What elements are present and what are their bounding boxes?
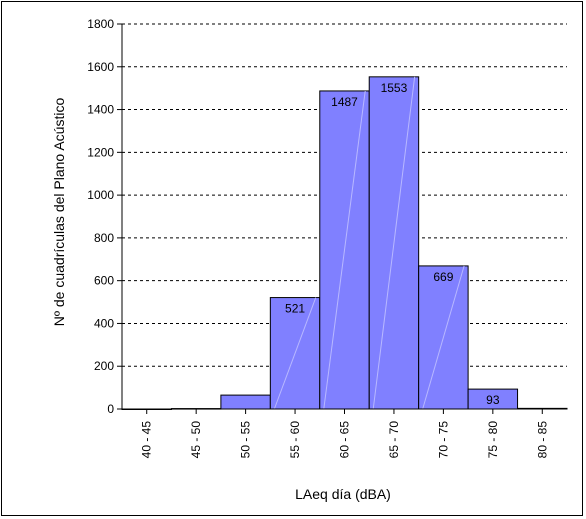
x-tick-label: 70 - 75 bbox=[436, 421, 450, 459]
data-label: 93 bbox=[486, 393, 500, 407]
data-label: 521 bbox=[285, 302, 305, 316]
y-tick-label: 1600 bbox=[87, 60, 114, 74]
y-tick-label: 600 bbox=[94, 274, 114, 288]
data-label: 669 bbox=[433, 270, 453, 284]
axes bbox=[117, 23, 567, 414]
bar-highlight bbox=[372, 76, 416, 410]
x-tick-label: 50 - 55 bbox=[239, 421, 253, 459]
bar-highlight bbox=[273, 297, 317, 410]
y-tick-label: 200 bbox=[94, 359, 114, 373]
data-labels: 521 1487 1553 669 93 bbox=[285, 81, 500, 407]
x-tick-label: 45 - 50 bbox=[189, 421, 203, 459]
bar-highlight bbox=[323, 90, 366, 410]
data-label: 1487 bbox=[331, 95, 358, 109]
x-tick-label: 60 - 65 bbox=[338, 421, 352, 459]
y-tick-label: 800 bbox=[94, 231, 114, 245]
y-tick-label: 1200 bbox=[87, 145, 114, 159]
bar bbox=[220, 394, 271, 410]
x-tick-label: 55 - 60 bbox=[288, 421, 302, 459]
x-tick-label: 80 - 85 bbox=[535, 421, 549, 459]
y-tick-label: 1800 bbox=[87, 17, 114, 31]
x-tick-label: 65 - 70 bbox=[387, 421, 401, 459]
y-tick-label: 0 bbox=[107, 402, 114, 416]
x-axis-title: LAeq día (dBA) bbox=[295, 486, 391, 502]
x-tick-label: 75 - 80 bbox=[486, 421, 500, 459]
x-tick-labels: 40 - 45 45 - 50 50 - 55 55 - 60 60 - 65 65 - … bbox=[140, 421, 550, 459]
y-tick-label: 1000 bbox=[87, 188, 114, 202]
y-tick-labels: 0 200 400 600 800 1000 1200 1400 1600 1800 bbox=[87, 17, 114, 416]
data-label: 1553 bbox=[381, 81, 408, 95]
x-tick-label: 40 - 45 bbox=[140, 421, 154, 459]
y-tick-label: 1400 bbox=[87, 103, 114, 117]
y-tick-label: 400 bbox=[94, 316, 114, 330]
bars bbox=[121, 76, 568, 410]
y-axis-title: Nº de cuadrículas del Plano Acústico bbox=[51, 98, 67, 327]
bar-highlight bbox=[422, 265, 465, 410]
